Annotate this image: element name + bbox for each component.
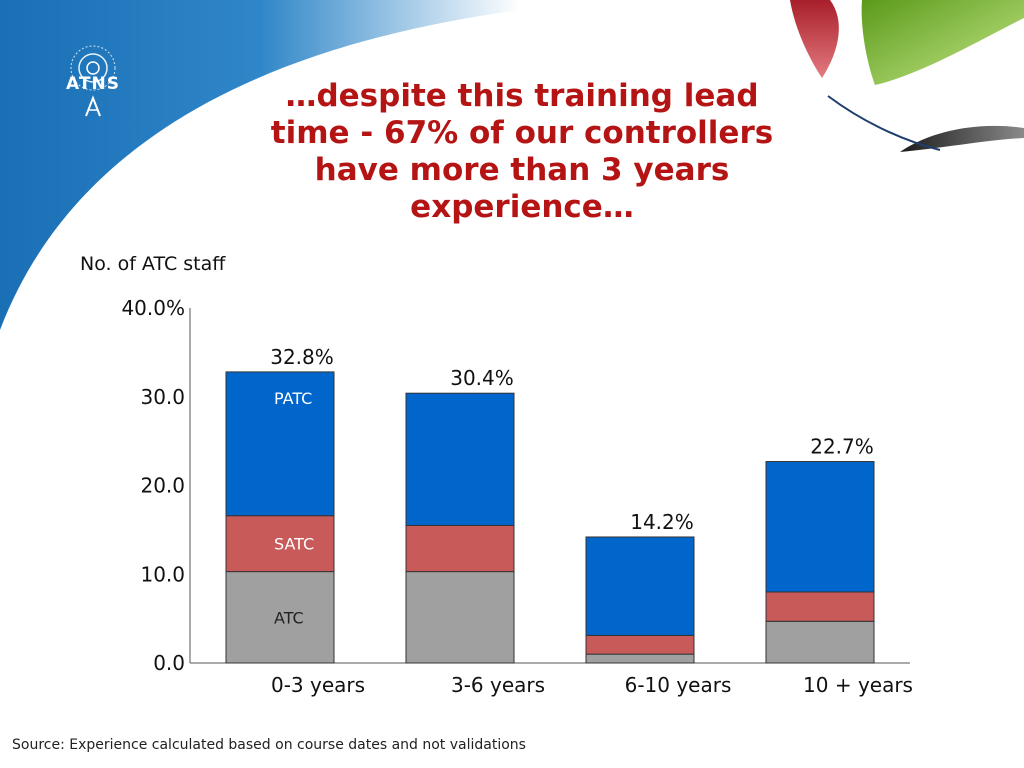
logo-emblem-icon xyxy=(70,45,116,117)
bar-patc-2 xyxy=(405,392,515,526)
bar-patc-1 xyxy=(225,371,335,517)
navy-arc xyxy=(827,95,941,151)
inline-label-patc: PATC xyxy=(274,389,312,408)
y-tick-label: 0.0 xyxy=(153,651,185,675)
blue-swoosh xyxy=(0,0,520,330)
y-tick-label: 30.0 xyxy=(140,385,185,409)
title-line-3: have more than 3 years xyxy=(314,152,730,188)
bar-total-label: 22.7% xyxy=(810,435,874,459)
bar-satc-1 xyxy=(225,515,335,573)
y-tick-label: 20.0 xyxy=(140,474,185,498)
logo-text: ATNS xyxy=(66,74,120,94)
atns-logo: ATNS xyxy=(48,38,138,120)
bar-total-label: 32.8% xyxy=(270,345,334,369)
bar-satc-4 xyxy=(765,591,875,622)
bar-total-label: 30.4% xyxy=(450,366,514,390)
x-tick-label: 10 + years xyxy=(803,673,913,697)
bar-atc-2 xyxy=(405,571,515,664)
bar-satc-2 xyxy=(405,524,515,573)
bar-total-label: 14.2% xyxy=(630,510,694,534)
green-leaf xyxy=(861,0,1024,85)
red-leaf xyxy=(790,0,839,78)
bar-patc-3 xyxy=(585,536,695,636)
x-tick-label: 0-3 years xyxy=(271,673,365,697)
y-axis-label: No. of ATC staff xyxy=(80,253,226,275)
dark-leaf xyxy=(900,125,1024,152)
bar-atc-3 xyxy=(585,653,695,664)
title-line-4: experience… xyxy=(410,189,634,225)
inline-label-atc: ATC xyxy=(274,608,304,627)
bar-patc-4 xyxy=(765,461,875,593)
bar-atc-1 xyxy=(225,571,335,664)
x-tick-label: 3-6 years xyxy=(451,673,545,697)
y-tick-label: 40.0% xyxy=(121,296,185,320)
bar-satc-3 xyxy=(585,634,695,655)
inline-label-satc: SATC xyxy=(274,535,314,554)
bar-atc-4 xyxy=(765,620,875,664)
x-tick-label: 6-10 years xyxy=(625,673,732,697)
title-line-1: …despite this training lead xyxy=(285,78,759,114)
title-line-2: time - 67% of our controllers xyxy=(270,115,774,151)
y-tick-label: 10.0 xyxy=(140,562,185,586)
source-note: Source: Experience calculated based on c… xyxy=(12,737,526,753)
slide-title: …despite this training lead time - 67% o… xyxy=(222,78,822,226)
